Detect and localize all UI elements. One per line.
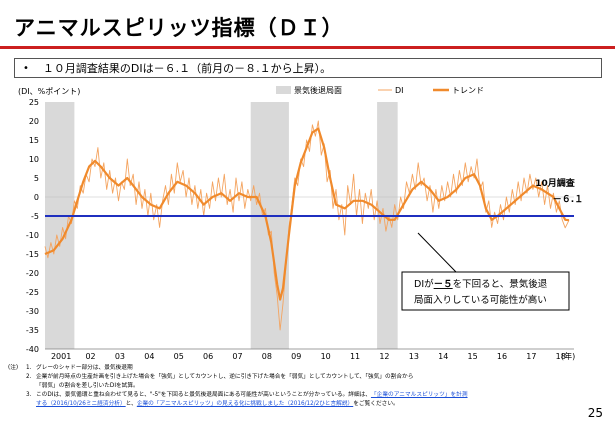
latest-label-line2: －６.１	[553, 194, 583, 205]
note-3-text-1: このDIは、景気循環と重ね合わせて見ると、"-5"を下回ると景気後退局面にある可…	[36, 392, 371, 398]
footnotes: (注) 1. グレーのシャドー部分は、景気後退期 2. 企業が前月時点の生産計画…	[8, 364, 598, 409]
note-2-text-2: 「弱気」の割合を差し引いたDIを試算。	[36, 383, 139, 389]
y-tick-label: -20	[26, 269, 39, 278]
y-tick-label: 0	[34, 193, 39, 202]
callout-text-1a: DIが	[414, 278, 434, 290]
y-tick-label: -25	[26, 288, 39, 297]
page-number: 25	[587, 406, 603, 420]
x-tick-label: 16	[497, 352, 507, 361]
animal-spirits-di-chart: 25 20 15 10 5 0 -5 -10 -15 -20 -25 -30 -35 -40 2001 02…	[18, 85, 583, 361]
summary-text: １０月調査結果のDIは－６.１（前月の－８.１から上昇）。	[42, 62, 332, 75]
y-tick-label: -40	[26, 345, 39, 354]
x-axis-tick-labels: 2001 02 03 04 05 06 07 08 09 10 11 12 13 14 15 16 17 18	[51, 352, 566, 361]
threshold-callout-line1: DIが－５を下回ると、景気後退	[414, 278, 548, 290]
legend-di-label: DI	[395, 86, 404, 95]
x-tick-label: 05	[174, 352, 184, 361]
x-tick-label: 14	[438, 352, 448, 361]
x-tick-label: 18	[556, 352, 566, 361]
x-tick-label: 09	[291, 352, 301, 361]
threshold-callout: DIが－５を下回ると、景気後退 局面入りしている可能性が高い	[401, 271, 570, 311]
note-link-1[interactable]: 「企業のアニマルスピリッツ」を計測	[370, 392, 468, 398]
latest-label: 10月調査 －６.１	[535, 177, 583, 205]
legend-recession-label: 景気後退局面	[294, 85, 342, 95]
x-tick-label: 07	[232, 352, 242, 361]
x-axis-unit: (年)	[561, 351, 575, 361]
note-3-tail-text: をご覧ください。	[353, 401, 399, 407]
title-rule	[0, 46, 615, 49]
note-2-text-1: 企業が前月時点の生産計画を引き上げた場合を「強気」としてカウントし、逆に引き下げ…	[36, 374, 414, 380]
note-1-text: グレーのシャドー部分は、景気後退期	[36, 365, 133, 371]
notes-header: (注)	[8, 365, 19, 371]
note-link-3[interactable]: 企業の「アニマルスピリッツ」の見える化に挑戦しました（2016/12/2ひと言解…	[136, 401, 354, 407]
x-tick-label: 03	[115, 352, 125, 361]
y-axis-grid	[45, 196, 574, 350]
y-tick-label: -35	[26, 326, 39, 335]
x-tick-label: 10	[321, 352, 331, 361]
y-tick-label: -30	[26, 307, 39, 316]
y-tick-label: 10	[29, 155, 39, 164]
note-3-mid-text: と、	[125, 401, 137, 407]
callout-text-1b: －５	[434, 279, 453, 290]
legend-trend-label: トレンド	[452, 86, 484, 95]
y-tick-label: -15	[26, 250, 39, 259]
callout-pointer	[417, 232, 457, 273]
note-2-num: 2.	[26, 374, 32, 380]
x-tick-label: 02	[85, 352, 95, 361]
x-tick-label: 04	[144, 352, 154, 361]
slide-title: アニマルスピリッツ指標（ＤＩ）	[14, 16, 344, 40]
y-tick-label: -10	[26, 231, 39, 240]
note-3-num: 3.	[26, 392, 32, 398]
recession-band-2	[250, 102, 289, 349]
y-tick-label: 25	[29, 98, 39, 107]
note-1-num: 1.	[26, 365, 32, 371]
x-tick-label: 06	[203, 352, 213, 361]
latest-label-line1: 10月調査	[535, 177, 576, 189]
callout-text-1c: を下回ると、景気後退	[453, 278, 548, 290]
threshold-callout-line2: 局面入りしている可能性が高い	[414, 294, 547, 306]
x-tick-label: 13	[409, 352, 419, 361]
threshold-callout-box	[401, 271, 570, 311]
recession-shading	[45, 102, 398, 349]
y-tick-label: 5	[34, 174, 39, 183]
y-axis-tick-labels: 25 20 15 10 5 0 -5 -10 -15 -20 -25 -30 -35 -40	[26, 98, 39, 354]
summary-box: • １０月調査結果のDIは－６.１（前月の－８.１から上昇）。	[14, 58, 602, 78]
x-tick-label: 12	[379, 352, 389, 361]
x-tick-label: 11	[350, 352, 360, 361]
x-tick-label: 17	[526, 352, 536, 361]
legend-recession-swatch	[276, 86, 291, 94]
x-tick-label: 2001	[51, 352, 71, 361]
y-tick-label: 20	[29, 117, 39, 126]
y-tick-label: -5	[31, 212, 39, 221]
trend-series-line	[44, 127, 570, 301]
y-tick-label: 15	[29, 136, 39, 145]
x-tick-label: 08	[262, 352, 272, 361]
series-lines	[44, 120, 570, 331]
bullet-icon: •	[23, 62, 29, 74]
legend: 景気後退局面 DI トレンド	[276, 85, 484, 95]
y-axis-label: (DI、%ポイント)	[18, 87, 80, 96]
note-link-2[interactable]: する（2016/10/26ミニ経済分析）	[36, 401, 126, 407]
x-tick-label: 15	[468, 352, 478, 361]
